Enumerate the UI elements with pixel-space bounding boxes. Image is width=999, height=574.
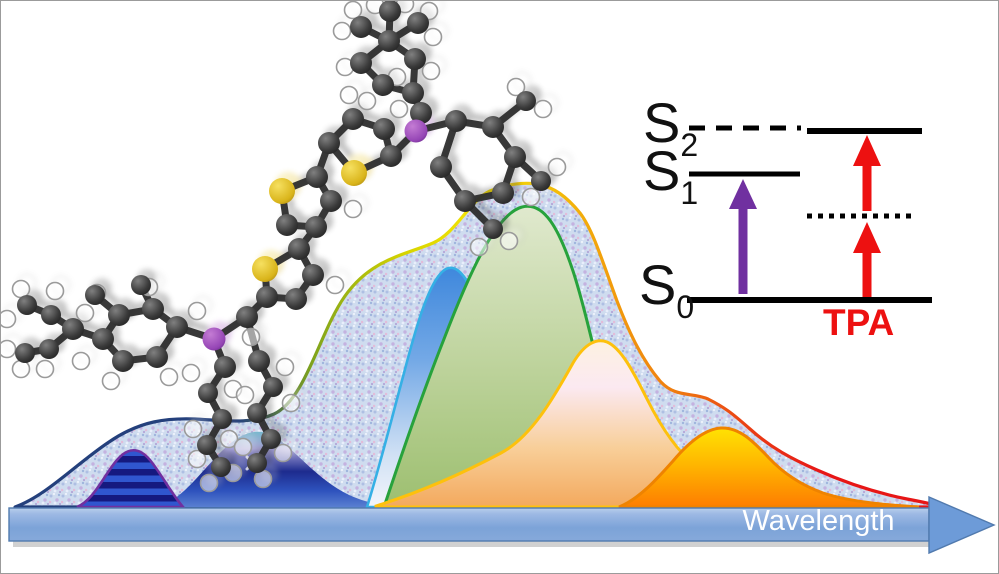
- nitrogen-atoms: [202, 119, 428, 351]
- hydrogen-atoms: [1, 1, 567, 493]
- s0-level-label: S0: [639, 257, 695, 325]
- spectrum-striped-navy-peak: [76, 448, 186, 509]
- carbon-atoms: [15, 1, 551, 477]
- s2-label-main: S: [643, 91, 681, 154]
- wavelength-arrow-body: [8, 507, 930, 542]
- spectrum-orange-peak: [618, 426, 920, 509]
- one-photon-arrow: [729, 179, 757, 294]
- s0-label-sub: 0: [676, 289, 695, 325]
- molecule-model: [1, 1, 567, 493]
- spectra-group: [13, 181, 944, 509]
- s2-label-sub: 2: [680, 127, 699, 163]
- s1-label-main: S: [643, 139, 681, 202]
- two-photon-arrows: [853, 135, 881, 297]
- wavelength-arrow-shadow: [13, 541, 929, 547]
- tpa-label: TPA: [823, 302, 895, 343]
- s1-level-label: S1: [643, 143, 699, 211]
- wavelength-arrow-head: [928, 495, 996, 555]
- sulfur-atoms: [252, 160, 367, 282]
- wavelength-axis-label: Wavelength: [742, 505, 895, 537]
- energy-level-diagram: [687, 125, 932, 303]
- s0-label-main: S: [639, 253, 677, 316]
- wavelength-arrow: [8, 495, 996, 555]
- s2-level-label: S2: [643, 95, 699, 163]
- s1-label-sub: 1: [680, 175, 699, 211]
